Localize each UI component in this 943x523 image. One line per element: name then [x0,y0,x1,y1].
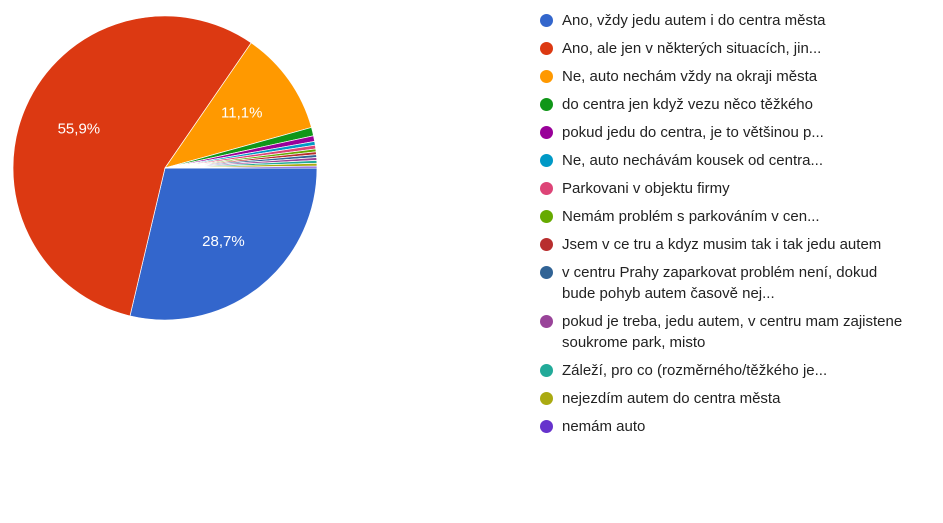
legend-label: pokud jedu do centra, je to většinou p..… [562,124,824,141]
legend-swatch [540,315,553,328]
legend-item: nemám auto [540,416,940,437]
legend-item: v centru Prahy zaparkovat problém není, … [540,262,940,304]
legend-swatch [540,266,553,279]
legend-swatch [540,392,553,405]
legend-label: Ano, vždy jedu autem i do centra města [562,12,826,29]
legend-swatch [540,126,553,139]
legend-label: nemám auto [562,418,646,435]
chart: 28,7% 55,9% 11,1% [12,15,318,321]
legend-item: Ano, ale jen v některých situacích, jin.… [540,38,940,59]
pie-slice [129,167,318,321]
legend-label: nejezdím autem do centra města [562,390,781,407]
pie-slice [12,15,252,317]
legend-label: Nemám problém s parkováním v cen... [562,208,820,225]
legend-swatch [540,238,553,251]
legend-swatch [540,210,553,223]
legend-item: Parkovani v objektu firmy [540,178,940,199]
legend-item: nejezdím autem do centra města [540,388,940,409]
legend-item: Jsem v ce tru a kdyz musim tak i tak jed… [540,234,940,255]
legend-swatch [540,42,553,55]
legend-item: do centra jen když vezu něco těžkého [540,94,940,115]
legend-swatch [540,14,553,27]
legend-item: pokud je treba, jedu autem, v centru mam… [540,311,940,353]
legend-item: pokud jedu do centra, je to většinou p..… [540,122,940,143]
legend-label: Ne, auto nechávám kousek od centra... [562,152,823,169]
slice-label: 28,7% [202,233,245,250]
legend-item: Ano, vždy jedu autem i do centra města [540,10,940,31]
legend-label: Ano, ale jen v některých situacích, jin.… [562,40,822,57]
legend-swatch [540,70,553,83]
legend-label: Ne, auto nechám vždy na okraji města [562,68,818,85]
legend-label: Parkovani v objektu firmy [562,180,730,197]
legend: Ano, vždy jedu autem i do centra města An… [540,10,940,444]
slice-label: 55,9% [58,121,101,138]
legend-item: Ne, auto nechávám kousek od centra... [540,150,940,171]
pie-slice [164,165,318,169]
legend-label: do centra jen když vezu něco těžkého [562,96,813,113]
legend-swatch [540,154,553,167]
slice-label: 11,1% [221,104,262,121]
pie-slice [164,42,312,169]
legend-label: Záleží, pro co (rozměrného/těžkého je... [562,362,828,379]
legend-item: Nemám problém s parkováním v cen... [540,206,940,227]
legend-item: Ne, auto nechám vždy na okraji města [540,66,940,87]
legend-item: Záleží, pro co (rozměrného/těžkého je... [540,360,940,381]
legend-swatch [540,182,553,195]
legend-label: pokud je treba, jedu autem, v centru mam… [562,313,903,351]
legend-swatch [540,364,553,377]
legend-swatch [540,420,553,433]
legend-label: v centru Prahy zaparkovat problém není, … [562,264,878,302]
legend-label: Jsem v ce tru a kdyz musim tak i tak jed… [562,236,882,253]
legend-swatch [540,98,553,111]
